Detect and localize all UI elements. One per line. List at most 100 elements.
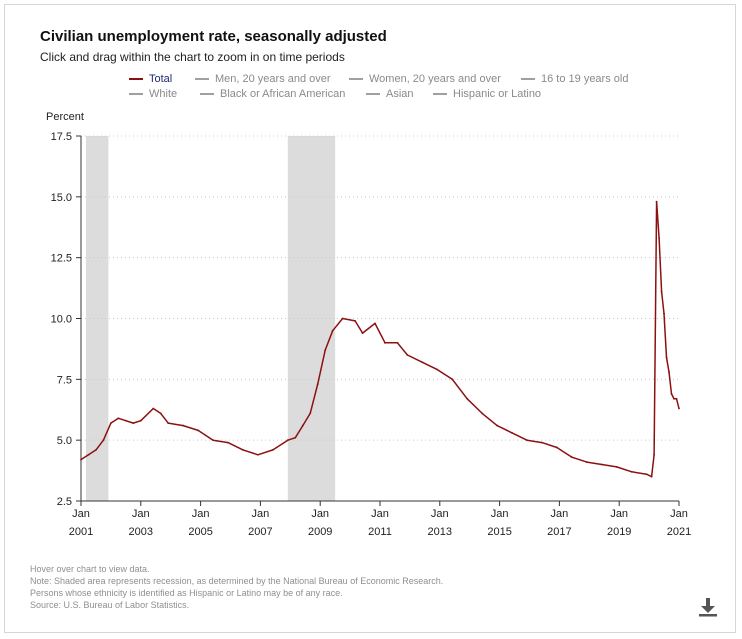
x-tick-label-year: 2007 bbox=[248, 526, 272, 538]
data-point[interactable] bbox=[526, 439, 528, 442]
data-point[interactable] bbox=[271, 449, 274, 451]
data-point[interactable] bbox=[670, 393, 673, 395]
data-point[interactable] bbox=[152, 407, 155, 410]
legend-label: Men, 20 years and over bbox=[215, 73, 331, 85]
x-tick-label-month: Jan bbox=[132, 508, 150, 520]
x-tick-label-year: 2005 bbox=[188, 526, 212, 538]
data-point[interactable] bbox=[139, 419, 142, 422]
footnote-source: Source: U.S. Bureau of Labor Statistics. bbox=[30, 600, 190, 610]
legend-line-swatch bbox=[195, 78, 209, 80]
x-tick-label-month: Jan bbox=[491, 508, 509, 520]
data-point[interactable] bbox=[650, 475, 653, 478]
legend-item-women-20-over[interactable]: Women, 20 years and over bbox=[349, 73, 501, 85]
data-point[interactable] bbox=[182, 424, 185, 427]
data-point[interactable] bbox=[80, 458, 82, 461]
data-point[interactable] bbox=[675, 397, 678, 400]
data-point[interactable] bbox=[421, 361, 424, 364]
data-point[interactable] bbox=[673, 397, 675, 400]
data-point[interactable] bbox=[556, 446, 558, 449]
x-tick-label-month: Jan bbox=[252, 508, 270, 520]
data-point[interactable] bbox=[396, 341, 399, 344]
data-point[interactable] bbox=[354, 320, 356, 322]
data-point[interactable] bbox=[653, 453, 655, 456]
data-point[interactable] bbox=[374, 322, 376, 325]
y-tick-label: 15.0 bbox=[51, 192, 72, 204]
data-point[interactable] bbox=[436, 368, 439, 371]
data-point[interactable] bbox=[110, 422, 112, 425]
data-point[interactable] bbox=[481, 412, 484, 415]
data-point[interactable] bbox=[197, 429, 200, 432]
footnote-hover: Hover over chart to view data. bbox=[30, 564, 150, 574]
data-point[interactable] bbox=[316, 383, 319, 386]
legend-label: Total bbox=[149, 73, 173, 85]
data-point[interactable] bbox=[511, 431, 513, 434]
data-point[interactable] bbox=[570, 456, 573, 459]
data-point[interactable] bbox=[585, 461, 588, 463]
y-tick-label: 2.5 bbox=[57, 496, 72, 508]
data-point[interactable] bbox=[451, 378, 454, 381]
legend-item-asian[interactable]: Asian bbox=[366, 88, 414, 100]
data-point[interactable] bbox=[341, 317, 344, 320]
data-point[interactable] bbox=[600, 463, 603, 466]
legend-item-men-20-over[interactable]: Men, 20 years and over bbox=[195, 73, 331, 85]
data-point[interactable] bbox=[95, 449, 97, 451]
data-point[interactable] bbox=[665, 356, 668, 359]
data-point[interactable] bbox=[257, 453, 259, 456]
download-icon[interactable] bbox=[697, 596, 719, 618]
series-line-total[interactable] bbox=[80, 200, 680, 478]
legend-line-swatch bbox=[521, 78, 535, 80]
data-point[interactable] bbox=[406, 354, 409, 356]
data-point[interactable] bbox=[645, 473, 648, 476]
data-point[interactable] bbox=[663, 312, 665, 315]
footnote-recession: Note: Shaded area represents recession, … bbox=[30, 576, 444, 586]
data-point[interactable] bbox=[167, 422, 170, 425]
data-point[interactable] bbox=[361, 332, 364, 334]
data-point[interactable] bbox=[496, 424, 499, 427]
data-point[interactable] bbox=[117, 417, 120, 420]
data-point[interactable] bbox=[242, 449, 244, 451]
data-point[interactable] bbox=[102, 439, 105, 442]
recession-band bbox=[287, 136, 336, 501]
data-point[interactable] bbox=[124, 419, 127, 422]
data-point[interactable] bbox=[655, 200, 658, 203]
x-tick-label-year: 2019 bbox=[607, 526, 631, 538]
footnotes: Hover over chart to view data. Note: Sha… bbox=[30, 563, 443, 611]
data-point[interactable] bbox=[227, 441, 229, 444]
data-point[interactable] bbox=[87, 453, 90, 456]
data-point[interactable] bbox=[668, 371, 670, 373]
data-point[interactable] bbox=[658, 237, 660, 240]
legend-label: 16 to 19 years old bbox=[541, 73, 629, 85]
y-tick-label: 17.5 bbox=[51, 131, 72, 143]
data-point[interactable] bbox=[212, 439, 214, 442]
legend-item-hispanic[interactable]: Hispanic or Latino bbox=[433, 88, 541, 100]
x-tick-label-month: Jan bbox=[610, 508, 628, 520]
data-point[interactable] bbox=[384, 341, 386, 344]
y-tick-label: 12.5 bbox=[51, 253, 72, 265]
data-point[interactable] bbox=[630, 470, 633, 473]
data-point[interactable] bbox=[286, 439, 289, 442]
legend-line-swatch bbox=[433, 93, 447, 95]
data-point[interactable] bbox=[132, 422, 135, 425]
x-tick-label-year: 2011 bbox=[368, 526, 392, 538]
data-point[interactable] bbox=[466, 397, 469, 400]
data-point[interactable] bbox=[294, 436, 297, 439]
x-tick-label-year: 2015 bbox=[487, 526, 511, 538]
legend-line-swatch bbox=[129, 93, 143, 95]
data-point[interactable] bbox=[309, 412, 312, 415]
data-point[interactable] bbox=[301, 424, 304, 427]
data-point[interactable] bbox=[159, 412, 162, 415]
legend-item-black[interactable]: Black or African American bbox=[200, 88, 345, 100]
legend-label: Asian bbox=[386, 88, 414, 100]
x-tick-label-year: 2003 bbox=[129, 526, 153, 538]
legend-item-white[interactable]: White bbox=[129, 88, 177, 100]
data-point[interactable] bbox=[324, 349, 327, 352]
x-tick-label-month: Jan bbox=[670, 508, 688, 520]
data-point[interactable] bbox=[678, 407, 680, 410]
data-point[interactable] bbox=[660, 290, 663, 293]
legend-item-16-19[interactable]: 16 to 19 years old bbox=[521, 73, 628, 85]
data-point[interactable] bbox=[615, 466, 618, 468]
data-point[interactable] bbox=[331, 329, 334, 332]
legend-item-total[interactable]: Total bbox=[129, 73, 172, 85]
data-point[interactable] bbox=[541, 441, 543, 444]
